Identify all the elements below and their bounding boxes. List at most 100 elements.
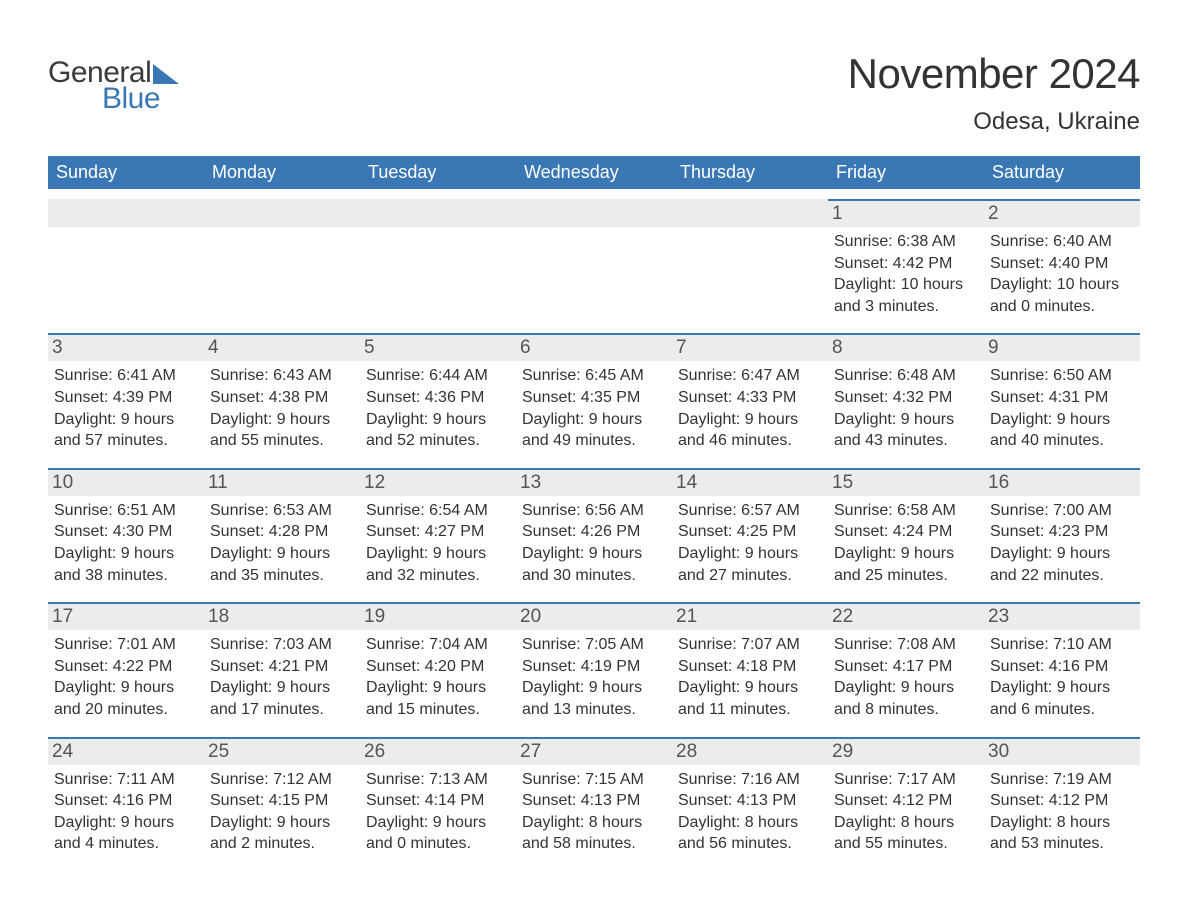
day-number: 4: [204, 333, 360, 361]
title-block: November 2024 Odesa, Ukraine: [848, 50, 1140, 148]
sunrise-line: Sunrise: 7:08 AM: [834, 634, 978, 656]
day-cell: 27Sunrise: 7:15 AMSunset: 4:13 PMDayligh…: [516, 737, 672, 861]
sunrise-line: Sunrise: 6:38 AM: [834, 231, 978, 253]
day-number: [204, 199, 360, 227]
daylight-line: Daylight: 9 hours and 15 minutes.: [366, 677, 510, 720]
sunrise-line: Sunrise: 6:58 AM: [834, 500, 978, 522]
day-details: Sunrise: 6:57 AMSunset: 4:25 PMDaylight:…: [678, 500, 822, 586]
day-cell: 6Sunrise: 6:45 AMSunset: 4:35 PMDaylight…: [516, 333, 672, 457]
day-cell: 26Sunrise: 7:13 AMSunset: 4:14 PMDayligh…: [360, 737, 516, 861]
sunrise-line: Sunrise: 6:53 AM: [210, 500, 354, 522]
sunset-line: Sunset: 4:39 PM: [54, 387, 198, 409]
day-cell: 12Sunrise: 6:54 AMSunset: 4:27 PMDayligh…: [360, 468, 516, 592]
daylight-line: Daylight: 9 hours and 40 minutes.: [990, 409, 1134, 452]
day-cell: 9 Sunrise: 6:50 AMSunset: 4:31 PMDaylight…: [984, 333, 1140, 457]
day-number: 20: [516, 602, 672, 630]
day-cell: 28Sunrise: 7:16 AMSunset: 4:13 PMDayligh…: [672, 737, 828, 861]
daylight-line: Daylight: 8 hours and 58 minutes.: [522, 812, 666, 855]
weeks-container: 1Sunrise: 6:38 AMSunset: 4:42 PMDaylight…: [48, 199, 1140, 861]
sunrise-line: Sunrise: 6:44 AM: [366, 365, 510, 387]
sunset-line: Sunset: 4:13 PM: [522, 790, 666, 812]
sunset-line: Sunset: 4:42 PM: [834, 253, 978, 275]
sunset-line: Sunset: 4:28 PM: [210, 521, 354, 543]
day-cell: 1Sunrise: 6:38 AMSunset: 4:42 PMDaylight…: [828, 199, 984, 323]
day-number: 3: [48, 333, 204, 361]
sunset-line: Sunset: 4:32 PM: [834, 387, 978, 409]
sunset-line: Sunset: 4:22 PM: [54, 656, 198, 678]
daylight-line: Daylight: 9 hours and 11 minutes.: [678, 677, 822, 720]
week-row: 1Sunrise: 6:38 AMSunset: 4:42 PMDaylight…: [48, 199, 1140, 323]
sunset-line: Sunset: 4:26 PM: [522, 521, 666, 543]
sunrise-line: Sunrise: 6:45 AM: [522, 365, 666, 387]
day-cell: 23Sunrise: 7:10 AMSunset: 4:16 PMDayligh…: [984, 602, 1140, 726]
day-cell: 29Sunrise: 7:17 AMSunset: 4:12 PMDayligh…: [828, 737, 984, 861]
sunset-line: Sunset: 4:14 PM: [366, 790, 510, 812]
sunset-line: Sunset: 4:16 PM: [54, 790, 198, 812]
day-details: Sunrise: 7:11 AMSunset: 4:16 PMDaylight:…: [54, 769, 198, 855]
day-cell: 5 Sunrise: 6:44 AMSunset: 4:36 PMDaylight…: [360, 333, 516, 457]
logo-sail-icon: [153, 64, 179, 84]
day-details: Sunrise: 6:56 AMSunset: 4:26 PMDaylight:…: [522, 500, 666, 586]
sunset-line: Sunset: 4:31 PM: [990, 387, 1134, 409]
day-cell: 18Sunrise: 7:03 AMSunset: 4:21 PMDayligh…: [204, 602, 360, 726]
day-number: 26: [360, 737, 516, 765]
sunset-line: Sunset: 4:38 PM: [210, 387, 354, 409]
day-cell: 14Sunrise: 6:57 AMSunset: 4:25 PMDayligh…: [672, 468, 828, 592]
sunset-line: Sunset: 4:33 PM: [678, 387, 822, 409]
day-details: Sunrise: 6:44 AMSunset: 4:36 PMDaylight:…: [366, 365, 510, 451]
day-cell: 15Sunrise: 6:58 AMSunset: 4:24 PMDayligh…: [828, 468, 984, 592]
logo-word-blue: Blue: [102, 82, 160, 116]
sunrise-line: Sunrise: 7:07 AM: [678, 634, 822, 656]
sunset-line: Sunset: 4:12 PM: [834, 790, 978, 812]
day-number: 5: [360, 333, 516, 361]
daylight-line: Daylight: 10 hours and 0 minutes.: [990, 274, 1134, 317]
day-number: 24: [48, 737, 204, 765]
sunset-line: Sunset: 4:23 PM: [990, 521, 1134, 543]
day-details: Sunrise: 7:05 AMSunset: 4:19 PMDaylight:…: [522, 634, 666, 720]
day-cell: [204, 199, 360, 323]
day-details: Sunrise: 6:51 AMSunset: 4:30 PMDaylight:…: [54, 500, 198, 586]
day-details: Sunrise: 6:48 AMSunset: 4:32 PMDaylight:…: [834, 365, 978, 451]
day-number: [672, 199, 828, 227]
day-details: Sunrise: 6:41 AMSunset: 4:39 PMDaylight:…: [54, 365, 198, 451]
daylight-line: Daylight: 9 hours and 2 minutes.: [210, 812, 354, 855]
sunset-line: Sunset: 4:21 PM: [210, 656, 354, 678]
day-number: [48, 199, 204, 227]
day-details: Sunrise: 7:10 AMSunset: 4:16 PMDaylight:…: [990, 634, 1134, 720]
day-details: Sunrise: 7:03 AMSunset: 4:21 PMDaylight:…: [210, 634, 354, 720]
day-number: 9: [984, 333, 1140, 361]
sunset-line: Sunset: 4:13 PM: [678, 790, 822, 812]
day-number: 8: [828, 333, 984, 361]
day-cell: 21Sunrise: 7:07 AMSunset: 4:18 PMDayligh…: [672, 602, 828, 726]
daylight-line: Daylight: 9 hours and 46 minutes.: [678, 409, 822, 452]
sunrise-line: Sunrise: 6:50 AM: [990, 365, 1134, 387]
day-cell: 30Sunrise: 7:19 AMSunset: 4:12 PMDayligh…: [984, 737, 1140, 861]
daylight-line: Daylight: 9 hours and 57 minutes.: [54, 409, 198, 452]
week-row: 3 Sunrise: 6:41 AMSunset: 4:39 PMDaylight…: [48, 333, 1140, 457]
sunrise-line: Sunrise: 7:10 AM: [990, 634, 1134, 656]
day-number: 21: [672, 602, 828, 630]
day-details: Sunrise: 6:40 AMSunset: 4:40 PMDaylight:…: [990, 231, 1134, 317]
day-details: Sunrise: 6:53 AMSunset: 4:28 PMDaylight:…: [210, 500, 354, 586]
day-number: 22: [828, 602, 984, 630]
daylight-line: Daylight: 9 hours and 32 minutes.: [366, 543, 510, 586]
sunrise-line: Sunrise: 7:19 AM: [990, 769, 1134, 791]
day-cell: 25Sunrise: 7:12 AMSunset: 4:15 PMDayligh…: [204, 737, 360, 861]
sunrise-line: Sunrise: 7:15 AM: [522, 769, 666, 791]
daylight-line: Daylight: 9 hours and 4 minutes.: [54, 812, 198, 855]
sunrise-line: Sunrise: 6:51 AM: [54, 500, 198, 522]
daylight-line: Daylight: 9 hours and 13 minutes.: [522, 677, 666, 720]
daylight-line: Daylight: 9 hours and 38 minutes.: [54, 543, 198, 586]
day-cell: 8 Sunrise: 6:48 AMSunset: 4:32 PMDaylight…: [828, 333, 984, 457]
day-details: Sunrise: 7:04 AMSunset: 4:20 PMDaylight:…: [366, 634, 510, 720]
daylight-line: Daylight: 9 hours and 20 minutes.: [54, 677, 198, 720]
day-details: Sunrise: 7:01 AMSunset: 4:22 PMDaylight:…: [54, 634, 198, 720]
day-details: Sunrise: 6:45 AMSunset: 4:35 PMDaylight:…: [522, 365, 666, 451]
sunset-line: Sunset: 4:24 PM: [834, 521, 978, 543]
weekday-header: Thursday: [672, 156, 828, 189]
day-cell: 3 Sunrise: 6:41 AMSunset: 4:39 PMDaylight…: [48, 333, 204, 457]
day-cell: [672, 199, 828, 323]
day-details: Sunrise: 6:58 AMSunset: 4:24 PMDaylight:…: [834, 500, 978, 586]
day-number: 30: [984, 737, 1140, 765]
day-cell: 17Sunrise: 7:01 AMSunset: 4:22 PMDayligh…: [48, 602, 204, 726]
